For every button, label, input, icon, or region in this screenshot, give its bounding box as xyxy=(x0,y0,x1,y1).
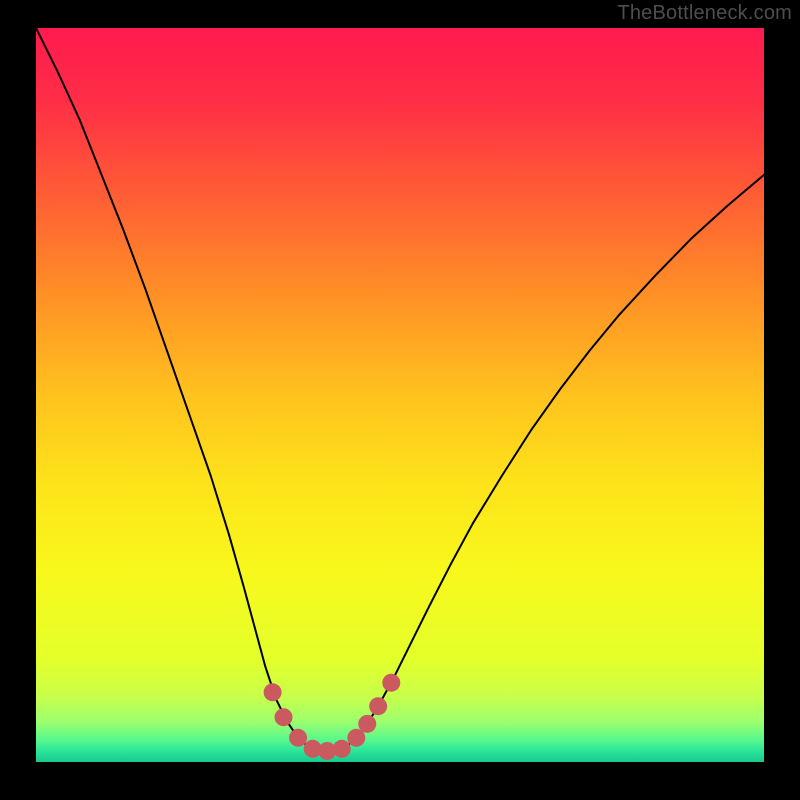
data-marker xyxy=(289,729,307,747)
data-marker xyxy=(369,697,387,715)
data-marker xyxy=(358,715,376,733)
bottleneck-chart xyxy=(0,0,800,800)
data-marker xyxy=(264,683,282,701)
chart-root: TheBottleneck.com xyxy=(0,0,800,800)
data-marker xyxy=(275,708,293,726)
data-marker xyxy=(382,674,400,692)
watermark-text: TheBottleneck.com xyxy=(617,2,792,25)
plot-background xyxy=(36,28,764,762)
data-marker xyxy=(333,740,351,758)
